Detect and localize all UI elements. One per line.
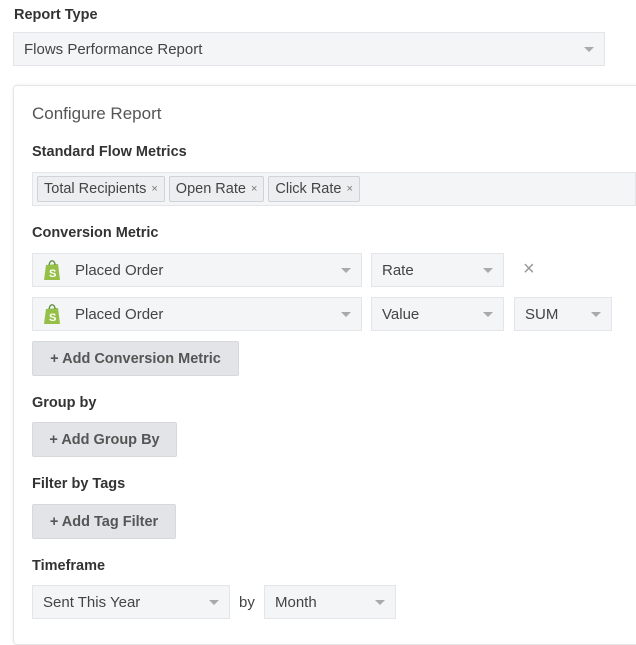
type-value: Rate xyxy=(382,261,414,279)
add-group-by-button[interactable]: + Add Group By xyxy=(32,422,177,457)
report-type-value: Flows Performance Report xyxy=(24,40,203,58)
chevron-down-icon xyxy=(591,312,601,317)
report-type-label: Report Type xyxy=(14,7,98,23)
remove-tag-icon[interactable]: × xyxy=(250,183,258,195)
timeframe-value: Sent This Year xyxy=(43,593,141,611)
metric-value: Placed Order xyxy=(75,305,164,323)
chevron-down-icon xyxy=(375,600,385,605)
tag-label: Open Rate xyxy=(175,181,246,197)
standard-metrics-label: Standard Flow Metrics xyxy=(32,144,187,160)
filter-tags-label: Filter by Tags xyxy=(32,476,126,492)
conversion-metric-select[interactable]: S Placed Order xyxy=(32,297,362,331)
chevron-down-icon xyxy=(483,312,493,317)
conversion-metric-select[interactable]: S Placed Order xyxy=(32,253,362,287)
metric-tag: Open Rate × xyxy=(168,176,265,202)
interval-select[interactable]: Month xyxy=(264,585,396,619)
timeframe-select[interactable]: Sent This Year xyxy=(32,585,230,619)
standard-metrics-input[interactable]: Total Recipients × Open Rate × Click Rate × xyxy=(32,172,636,206)
chevron-down-icon xyxy=(584,47,594,52)
group-by-label: Group by xyxy=(32,395,97,411)
tag-label: Click Rate xyxy=(275,181,342,197)
conversion-type-select[interactable]: Value xyxy=(371,297,504,331)
conversion-type-select[interactable]: Rate xyxy=(371,253,504,287)
conversion-metric-label: Conversion Metric xyxy=(32,225,159,241)
chevron-down-icon xyxy=(341,268,351,273)
chevron-down-icon xyxy=(341,312,351,317)
metric-tag: Total Recipients × xyxy=(37,176,165,202)
shopify-icon: S xyxy=(44,260,60,280)
interval-value: Month xyxy=(275,593,317,611)
metric-tag: Click Rate × xyxy=(268,176,360,202)
type-value: Value xyxy=(382,305,420,323)
tag-label: Total Recipients xyxy=(44,181,147,197)
remove-conversion-icon[interactable]: × xyxy=(523,258,535,280)
svg-text:S: S xyxy=(49,268,56,280)
add-conversion-metric-button[interactable]: + Add Conversion Metric xyxy=(32,341,239,376)
configure-report-title: Configure Report xyxy=(32,104,162,123)
aggregation-select[interactable]: SUM xyxy=(514,297,612,331)
chevron-down-icon xyxy=(209,600,219,605)
agg-value: SUM xyxy=(525,305,559,323)
remove-tag-icon[interactable]: × xyxy=(151,183,158,195)
svg-text:S: S xyxy=(49,312,56,324)
report-type-select[interactable]: Flows Performance Report xyxy=(13,32,605,66)
metric-value: Placed Order xyxy=(75,261,164,279)
timeframe-label: Timeframe xyxy=(32,558,106,574)
remove-tag-icon[interactable]: × xyxy=(346,183,353,195)
by-label: by xyxy=(239,594,255,611)
add-tag-filter-button[interactable]: + Add Tag Filter xyxy=(32,504,176,539)
shopify-icon: S xyxy=(44,304,60,324)
chevron-down-icon xyxy=(483,268,493,273)
